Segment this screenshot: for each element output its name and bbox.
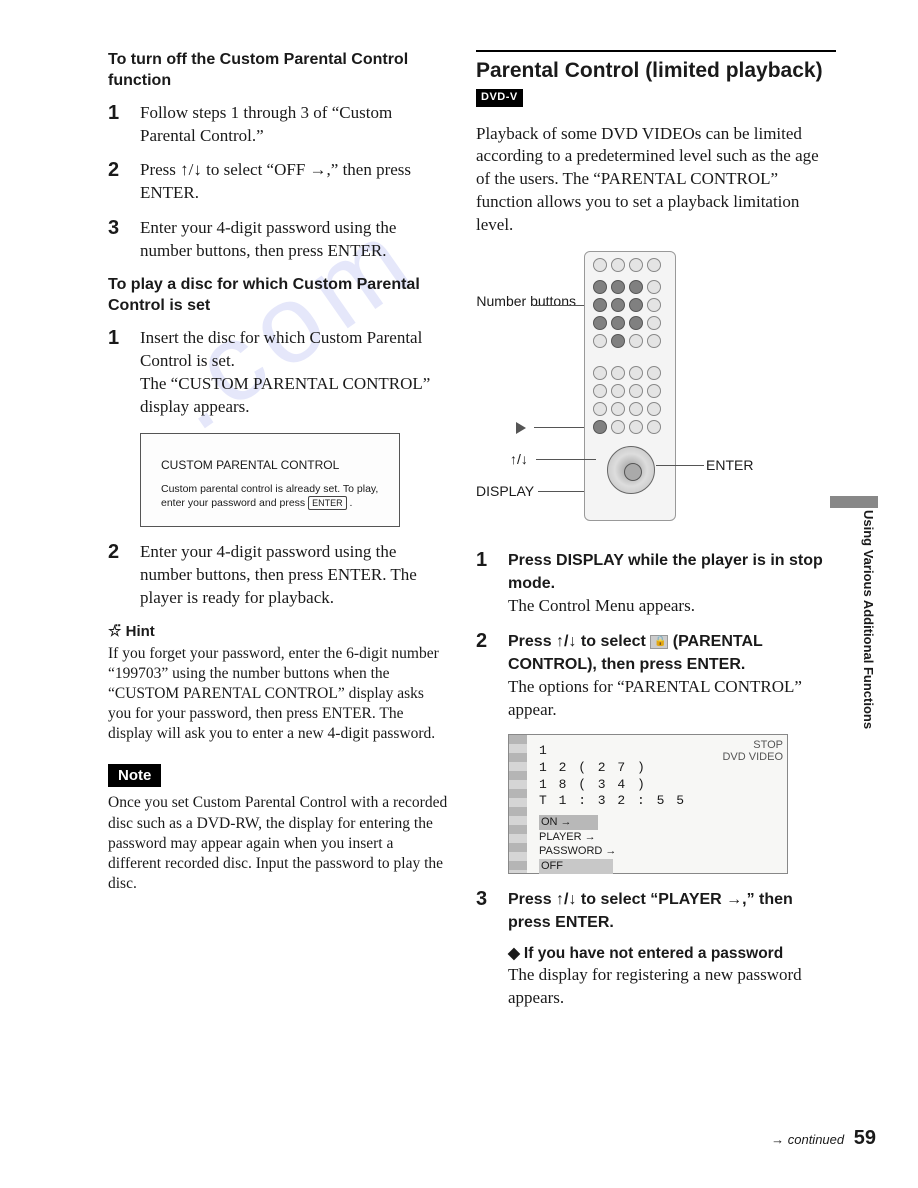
remote-mid-rows [593,366,669,434]
osd-option-password: PASSWORD → [539,844,616,859]
step-body-text: The display for registering a new passwo… [508,965,802,1007]
left-column: To turn off the Custom Parental Control … [108,50,448,1022]
page-footer: → continued 59 [771,1127,876,1150]
page-number: 59 [854,1127,876,1149]
side-tab-strip [830,496,878,508]
label-play-icon [516,421,526,437]
step-text: Insert the disc for which Custom Parenta… [140,328,430,416]
label-display: DISPLAY [476,483,534,499]
osd-text: Custom parental control is already set. … [161,482,379,510]
step-number: 3 [476,886,487,913]
step-r-3: 3 Press ↑/↓ to select “PLAYER →,” then p… [476,888,836,1010]
osd-title: CUSTOM PARENTAL CONTROL [161,458,379,472]
heading-parental-control: Parental Control (limited playback) DVD-… [476,50,836,111]
osd-time-lines: 1 1 2 ( 2 7 ) 1 8 ( 3 4 ) T 1 : 3 2 : 5 … [539,743,686,811]
step-text: Press ↑/↓ to select “OFF →,” then press … [140,160,411,202]
heading-play-disc: To play a disc for which Custom Parental… [108,275,448,317]
steps-parental: 1 Press DISPLAY while the player is in s… [476,549,836,722]
heading-title-text: Parental Control (limited playback) [476,59,823,82]
step-bold-a: Press ↑/↓ to select [508,633,650,650]
step-1-2: 2 Press ↑/↓ to select “OFF →,” then press… [108,159,448,205]
osd-menu-options: ON → PLAYER → PASSWORD → OFF [539,815,616,874]
hint-label: ☆̈ Hint [108,622,448,640]
page-body: To turn off the Custom Parental Control … [108,50,868,1022]
intro-paragraph: Playback of some DVD VIDEOs can be limit… [476,123,836,238]
note-body: Once you set Custom Parental Control wit… [108,793,448,894]
step-number: 2 [476,628,487,655]
step-text: Enter your 4-digit password using the nu… [140,218,396,260]
continued-label: continued [788,1132,844,1147]
hint-body: If you forget your password, enter the 6… [108,644,448,745]
steps-play-disc-2: 2 Enter your 4-digit password using the n… [108,541,448,610]
step-1-1: 1 Follow steps 1 through 3 of “Custom Par… [108,102,448,148]
step-text: Follow steps 1 through 3 of “Custom Pare… [140,103,392,145]
step-number: 3 [108,215,119,242]
steps-play-disc: 1 Insert the disc for which Custom Parent… [108,327,448,419]
continued-arrow: → [771,1132,784,1147]
step-number: 1 [476,547,487,574]
note-label: Note [108,764,161,787]
step-1-3: 3 Enter your 4-digit password using the n… [108,217,448,263]
osd-icon-strip [509,735,527,873]
step-bold-text: Press DISPLAY while the player is in sto… [508,552,823,592]
label-arrows: ↑/↓ [510,451,528,467]
osd-option-player: PLAYER → [539,830,616,845]
remote-dpad [607,446,655,494]
steps-turn-off: 1 Follow steps 1 through 3 of “Custom Par… [108,102,448,264]
step-number: 1 [108,325,119,352]
osd-status: STOP DVD VIDEO [722,739,783,763]
step-bold-text: Press ↑/↓ to select (PARENTAL CONTROL), … [508,633,763,673]
step-number: 2 [108,539,119,566]
dvd-v-badge: DVD-V [476,89,523,107]
step-number: 2 [108,157,119,184]
osd-line: 1 [539,743,686,760]
remote-number-pad [593,280,669,348]
osd-status-2: DVD VIDEO [722,751,783,763]
step-body-text: The options for “PARENTAL CONTROL” appea… [508,677,802,719]
remote-top-row [593,258,669,272]
label-enter: ENTER [706,457,753,473]
osd-box-custom-parental: CUSTOM PARENTAL CONTROL Custom parental … [140,433,400,527]
step-r-1: 1 Press DISPLAY while the player is in s… [476,549,836,618]
step-text: Enter your 4-digit password using the nu… [140,542,417,607]
osd-line: 1 8 ( 3 4 ) [539,777,686,794]
osd-line: 1 2 ( 2 7 ) [539,760,686,777]
osd-line: T 1 : 3 2 : 5 5 [539,793,686,810]
heading-turn-off: To turn off the Custom Parental Control … [108,50,448,92]
step-r-2: 2 Press ↑/↓ to select (PARENTAL CONTROL)… [476,630,836,722]
right-column: Parental Control (limited playback) DVD-… [476,50,836,1022]
lock-icon [650,635,668,649]
step-body-text: The Control Menu appears. [508,596,695,615]
sub-heading-diamond: If you have not entered a password [508,944,836,964]
label-number-buttons: Number buttons [476,293,576,309]
osd-option-off: OFF [539,859,613,874]
osd-control-menu: STOP DVD VIDEO 1 1 2 ( 2 7 ) 1 8 ( 3 4 )… [508,734,788,874]
enter-key-icon: ENTER [308,496,347,510]
osd-option-on: ON → [539,815,598,830]
remote-diagram: Number buttons ↑/↓ DISPLAY ENTER [476,251,796,531]
step-number: 1 [108,100,119,127]
steps-parental-3: 3 Press ↑/↓ to select “PLAYER →,” then p… [476,888,836,1010]
side-tab-label: Using Various Additional Functions [861,510,876,729]
step-2-1: 1 Insert the disc for which Custom Parent… [108,327,448,419]
remote-outline [584,251,676,521]
osd-status-1: STOP [753,739,783,751]
step-bold-text: Press ↑/↓ to select “PLAYER →,” then pre… [508,891,793,931]
step-2-2: 2 Enter your 4-digit password using the n… [108,541,448,610]
